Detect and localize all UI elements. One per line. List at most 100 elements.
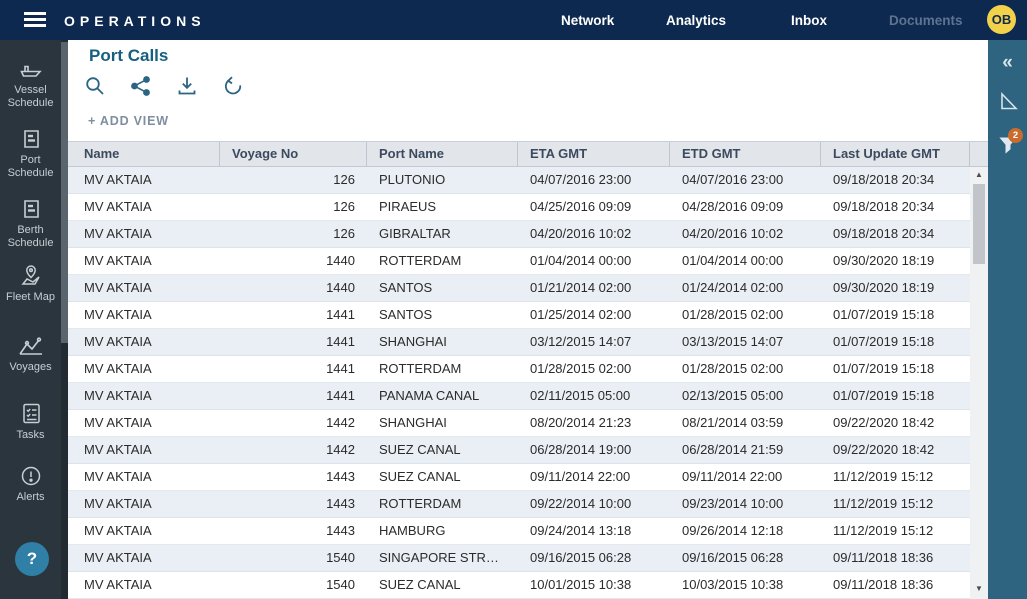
table-cell: 04/07/2016 23:00 <box>682 172 784 187</box>
table-row[interactable]: MV AKTAIA 1441 PANAMA CANAL 02/11/2015 05:0… <box>68 383 970 410</box>
column-header[interactable]: Name <box>68 142 220 166</box>
sidebar-item-fleet-map[interactable]: Fleet Map <box>0 264 61 304</box>
sidebar-item-alerts[interactable]: Alerts <box>0 465 61 504</box>
ship-icon <box>0 58 61 80</box>
table-cell: 09/16/2015 06:28 <box>530 550 632 565</box>
table-cell: 09/11/2018 18:36 <box>833 550 934 565</box>
table-row[interactable]: MV AKTAIA 1443 HAMBURG 09/24/2014 13:18 09/2… <box>68 518 970 545</box>
table-cell: 09/18/2018 20:34 <box>833 172 935 187</box>
table-cell: SHANGHAI <box>379 415 447 430</box>
table-cell: MV AKTAIA <box>84 577 152 592</box>
table-row[interactable]: MV AKTAIA 1540 SINGAPORE STR… 09/16/2015 06… <box>68 545 970 572</box>
nav-analytics[interactable]: Analytics <box>666 13 727 28</box>
table-cell: 09/26/2014 12:18 <box>682 523 784 538</box>
table-cell: 1443 <box>326 469 355 484</box>
menu-icon[interactable] <box>24 12 46 28</box>
table-body: MV AKTAIA 126 PLUTONIO 04/07/2016 23:00 04/0… <box>68 167 970 599</box>
help-button[interactable]: ? <box>15 542 49 576</box>
table-cell: 09/30/2020 18:19 <box>833 280 935 295</box>
add-view-button[interactable]: + ADD VIEW <box>88 114 169 128</box>
table-cell: PIRAEUS <box>379 199 437 214</box>
header-filler <box>970 142 988 166</box>
undo-icon <box>222 75 244 97</box>
sidebar-item-port-schedule[interactable]: Port Schedule <box>0 128 61 179</box>
table-row[interactable]: MV AKTAIA 1443 ROTTERDAM 09/22/2014 10:00 09… <box>68 491 970 518</box>
filter-count-badge: 2 <box>1008 128 1023 143</box>
sidebar-item-voyages[interactable]: Voyages <box>0 337 61 374</box>
table-scrollbar[interactable]: ▲ ▼ <box>970 167 988 599</box>
table-cell: MV AKTAIA <box>84 415 152 430</box>
table-scrollbar-thumb[interactable] <box>973 184 985 264</box>
share-button[interactable] <box>130 75 152 97</box>
table-row[interactable]: MV AKTAIA 1442 SUEZ CANAL 06/28/2014 19:00 0… <box>68 437 970 464</box>
search-button[interactable] <box>84 75 106 97</box>
sidebar-scrollbar[interactable] <box>61 40 68 599</box>
column-header[interactable]: Port Name <box>367 142 518 166</box>
sidebar-item-label: Berth Schedule <box>7 224 54 249</box>
scroll-up-icon[interactable]: ▲ <box>975 170 983 179</box>
sidebar-item-tasks[interactable]: Tasks <box>0 402 61 442</box>
scroll-down-icon[interactable]: ▼ <box>975 584 983 593</box>
toolbar <box>84 75 244 97</box>
table-cell: 1442 <box>326 442 355 457</box>
table-cell: 10/01/2015 10:38 <box>530 577 632 592</box>
table-row[interactable]: MV AKTAIA 1440 SANTOS 01/21/2014 02:00 01/24… <box>68 275 970 302</box>
table-cell: 126 <box>333 226 355 241</box>
user-avatar[interactable]: OB <box>987 5 1016 34</box>
column-header[interactable]: ETA GMT <box>518 142 670 166</box>
table-row[interactable]: MV AKTAIA 126 PIRAEUS 04/25/2016 09:09 04/28… <box>68 194 970 221</box>
table-cell: PLUTONIO <box>379 172 446 187</box>
table-row[interactable]: MV AKTAIA 1540 SUEZ CANAL 10/01/2015 10:38 1… <box>68 572 970 599</box>
table-cell: 09/22/2020 18:42 <box>833 415 935 430</box>
table-cell: 06/28/2014 21:59 <box>682 442 784 457</box>
share-icon <box>130 75 152 97</box>
download-icon <box>176 75 198 97</box>
table-cell: 1441 <box>326 307 355 322</box>
table-cell: 08/20/2014 21:23 <box>530 415 632 430</box>
column-header[interactable]: Last Update GMT <box>821 142 970 166</box>
table-row[interactable]: MV AKTAIA 1441 SHANGHAI 03/12/2015 14:07 03/… <box>68 329 970 356</box>
table-row[interactable]: MV AKTAIA 1440 ROTTERDAM 01/04/2014 00:00 01… <box>68 248 970 275</box>
nav-network[interactable]: Network <box>561 13 615 28</box>
table-row[interactable]: MV AKTAIA 126 GIBRALTAR 04/20/2016 10:02 04/… <box>68 221 970 248</box>
download-button[interactable] <box>176 75 198 97</box>
table-cell: SUEZ CANAL <box>379 577 461 592</box>
table-row[interactable]: MV AKTAIA 1441 SANTOS 01/25/2014 02:00 01/28… <box>68 302 970 329</box>
table-row[interactable]: MV AKTAIA 1442 SHANGHAI 08/20/2014 21:23 08/… <box>68 410 970 437</box>
table-cell: 02/13/2015 05:00 <box>682 388 784 403</box>
table-cell: 11/12/2019 15:12 <box>833 469 934 484</box>
table-cell: 126 <box>333 172 355 187</box>
table-cell: 1540 <box>326 550 355 565</box>
table-cell: SUEZ CANAL <box>379 469 461 484</box>
select-tool-button[interactable] <box>988 88 1027 114</box>
table-cell: 1440 <box>326 253 355 268</box>
table-cell: SANTOS <box>379 307 433 322</box>
table-cell: 1441 <box>326 388 355 403</box>
table-cell: HAMBURG <box>379 523 446 538</box>
table-row[interactable]: MV AKTAIA 1441 ROTTERDAM 01/28/2015 02:00 01… <box>68 356 970 383</box>
table-cell: SANTOS <box>379 280 433 295</box>
table-cell: 09/23/2014 10:00 <box>682 496 784 511</box>
table-cell: PANAMA CANAL <box>379 388 480 403</box>
table-header: Name Voyage No Port Name ETA GMT ETD GMT Last… <box>68 141 988 167</box>
table-cell: 01/28/2015 02:00 <box>682 361 784 376</box>
table-cell: MV AKTAIA <box>84 253 152 268</box>
nav-inbox[interactable]: Inbox <box>791 13 827 28</box>
column-header[interactable]: Voyage No <box>220 142 367 166</box>
table-cell: MV AKTAIA <box>84 388 152 403</box>
table-row[interactable]: MV AKTAIA 126 PLUTONIO 04/07/2016 23:00 04/0… <box>68 167 970 194</box>
sidebar-item-vessel-schedule[interactable]: Vessel Schedule <box>0 58 61 109</box>
table-cell: MV AKTAIA <box>84 199 152 214</box>
sidebar-item-berth-schedule[interactable]: Berth Schedule <box>0 198 61 249</box>
sidebar-item-label: Alerts <box>16 491 45 503</box>
table-cell: 1442 <box>326 415 355 430</box>
column-header[interactable]: ETD GMT <box>670 142 821 166</box>
sidebar-scrollbar-thumb[interactable] <box>61 42 68 343</box>
table-row[interactable]: MV AKTAIA 1443 SUEZ CANAL 09/11/2014 22:00 0… <box>68 464 970 491</box>
undo-button[interactable] <box>222 75 244 97</box>
collapse-panel-button[interactable]: « <box>988 50 1027 76</box>
search-icon <box>84 75 106 97</box>
table-cell: 09/16/2015 06:28 <box>682 550 784 565</box>
table-cell: MV AKTAIA <box>84 496 152 511</box>
table-cell: ROTTERDAM <box>379 361 462 376</box>
